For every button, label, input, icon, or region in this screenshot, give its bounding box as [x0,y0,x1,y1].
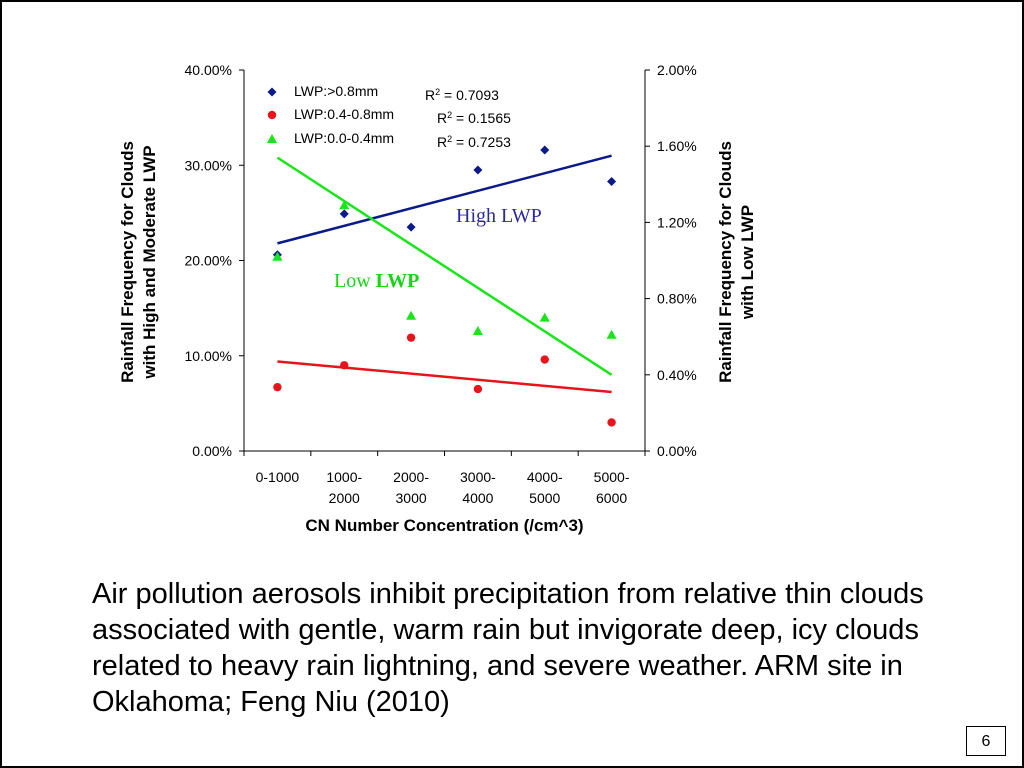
y-right-axis-title-line: Rainfall Frequency for Clouds [716,141,735,383]
data-point-circle [340,361,349,370]
data-point-triangle [606,329,617,339]
data-point-circle [607,418,616,427]
r-squared-part: 2 [447,134,452,144]
r-squared-part: = 0.7093 [440,87,499,103]
x-tick-label: 3000- [460,469,496,485]
y-right-axis-title-line: with Low LWP [738,205,757,320]
x-tick-label: 6000 [596,490,627,506]
data-point-circle [540,355,549,364]
x-tick-label: 4000 [462,490,493,506]
y-left-tick-label: 0.00% [192,443,232,459]
r-squared-part: = 0.7253 [452,134,511,150]
trendline-circle [277,360,612,394]
data-point-circle [273,382,282,392]
y-right-tick-label: 1.60% [657,138,697,154]
trendline-diamond [277,154,612,245]
annotation-low-lwp: Low LWP [334,270,419,292]
annotation-part: LWP [376,270,420,292]
r-squared-part: R [437,110,447,126]
legend-label: LWP:0.4-0.8mm [294,106,394,122]
data-point-triangle [339,200,350,210]
annotation-part: Low [334,270,376,292]
y-right-tick-label: 0.00% [657,443,697,459]
r-squared-part: 2 [435,87,440,97]
r-squared-part: R [437,134,447,150]
data-point-diamond [473,165,483,175]
x-tick-label: 2000- [393,469,429,485]
y-left-tick-label: 40.00% [185,62,232,78]
x-tick-label: 5000- [594,469,630,485]
x-tick-label: 5000 [529,490,560,506]
x-tick-label: 1000- [326,469,362,485]
y-left-tick-label: 10.00% [185,348,232,364]
x-tick-label: 4000- [527,469,563,485]
data-point-diamond [406,222,416,232]
r-squared-label: R2 = 0.7093 [425,87,499,103]
legend-marker-circle [267,110,277,120]
y-right-tick-label: 0.40% [657,367,697,383]
r-squared-label: R2 = 0.1565 [437,110,511,126]
y-left-axis-title: Rainfall Frequency for Clouds with High a… [118,141,159,383]
data-point-diamond [540,145,550,155]
data-point-triangle [539,312,550,322]
y-left-axis-title-line: with High and Moderate LWP [140,145,159,379]
data-point-triangle [472,325,483,335]
r-squared-part: R [425,87,435,103]
data-point-diamond [607,176,617,186]
y-left-tick-label: 30.00% [185,157,232,173]
y-right-tick-label: 1.20% [657,214,697,230]
legend-label: LWP:>0.8mm [294,83,378,99]
data-point-circle [406,333,416,342]
data-point-triangle [272,251,283,261]
slide-number: 6 [966,726,1006,756]
legend-marker-triangle [267,134,277,143]
y-left-tick-label: 20.00% [185,253,232,269]
y-right-tick-label: 2.00% [657,62,697,78]
x-axis-title: CN Number Concentration (/cm^3) [305,516,583,535]
trendline-triangle [276,156,613,376]
annotation-high-lwp: High LWP [456,205,542,227]
data-point-diamond [339,209,349,219]
x-tick-label: 2000 [329,490,360,506]
r-squared-label: R2 = 0.7253 [437,134,511,150]
x-tick-label: 3000 [396,490,427,506]
data-point-triangle [406,310,417,320]
x-tick-label: 0-1000 [256,469,300,485]
legend-marker-diamond [267,87,277,97]
rainfall-chart: 0.00% 10.00% 20.00% 30.00% 40.00% 0.00% 0.40% 0… [118,62,757,535]
data-point-circle [473,384,483,394]
legend-label: LWP:0.0-0.4mm [294,130,394,146]
y-right-axis-title: Rainfall Frequency for Clouds with Low LW… [716,141,757,383]
y-left-axis-title-line: Rainfall Frequency for Clouds [118,141,137,383]
r-squared-part: 2 [447,110,452,120]
r-squared-part: = 0.1565 [452,110,511,126]
slide-caption: Air pollution aerosols inhibit precipita… [92,578,924,718]
y-right-tick-label: 0.80% [657,291,697,307]
